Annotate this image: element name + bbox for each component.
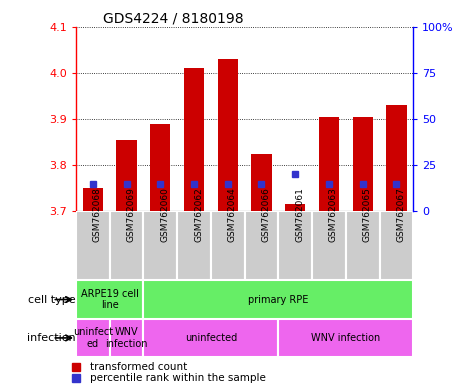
Text: primary RPE: primary RPE (248, 295, 309, 305)
Text: uninfected: uninfected (185, 333, 237, 343)
Text: GSM762060: GSM762060 (160, 187, 169, 242)
Bar (76, 319, 110, 357)
Bar (143, 211, 177, 280)
Bar (386, 105, 407, 211)
Text: transformed count: transformed count (90, 362, 188, 372)
Bar (245, 211, 278, 280)
Bar (380, 211, 413, 280)
Bar (218, 59, 238, 211)
Text: GSM762069: GSM762069 (126, 187, 135, 242)
Bar (346, 211, 380, 280)
Text: GSM762068: GSM762068 (93, 187, 102, 242)
Text: cell type: cell type (28, 295, 76, 305)
Bar (352, 117, 373, 211)
Bar (76, 280, 143, 319)
Bar (278, 211, 312, 280)
Bar (278, 319, 413, 357)
Text: GSM762062: GSM762062 (194, 187, 203, 242)
Text: WNV
infection: WNV infection (105, 327, 148, 349)
Bar (143, 280, 413, 319)
Bar (110, 319, 143, 357)
Text: percentile rank within the sample: percentile rank within the sample (90, 373, 266, 383)
Bar (83, 188, 103, 211)
Text: GSM762063: GSM762063 (329, 187, 338, 242)
Text: infection: infection (28, 333, 76, 343)
Text: uninfect
ed: uninfect ed (73, 327, 113, 349)
Text: GSM762066: GSM762066 (261, 187, 270, 242)
Bar (319, 117, 339, 211)
Text: GSM762061: GSM762061 (295, 187, 304, 242)
Bar (285, 204, 305, 211)
Bar (251, 154, 272, 211)
Text: GSM762064: GSM762064 (228, 187, 237, 242)
Bar (110, 211, 143, 280)
Bar (150, 124, 171, 211)
Bar (76, 211, 110, 280)
Bar (143, 319, 278, 357)
Text: GSM762067: GSM762067 (397, 187, 405, 242)
Text: GDS4224 / 8180198: GDS4224 / 8180198 (103, 12, 244, 26)
Bar (177, 211, 211, 280)
Text: ARPE19 cell
line: ARPE19 cell line (81, 289, 139, 310)
Bar (116, 140, 137, 211)
Bar (184, 68, 204, 211)
Bar (312, 211, 346, 280)
Text: WNV infection: WNV infection (311, 333, 380, 343)
Text: GSM762065: GSM762065 (363, 187, 371, 242)
Bar (211, 211, 245, 280)
